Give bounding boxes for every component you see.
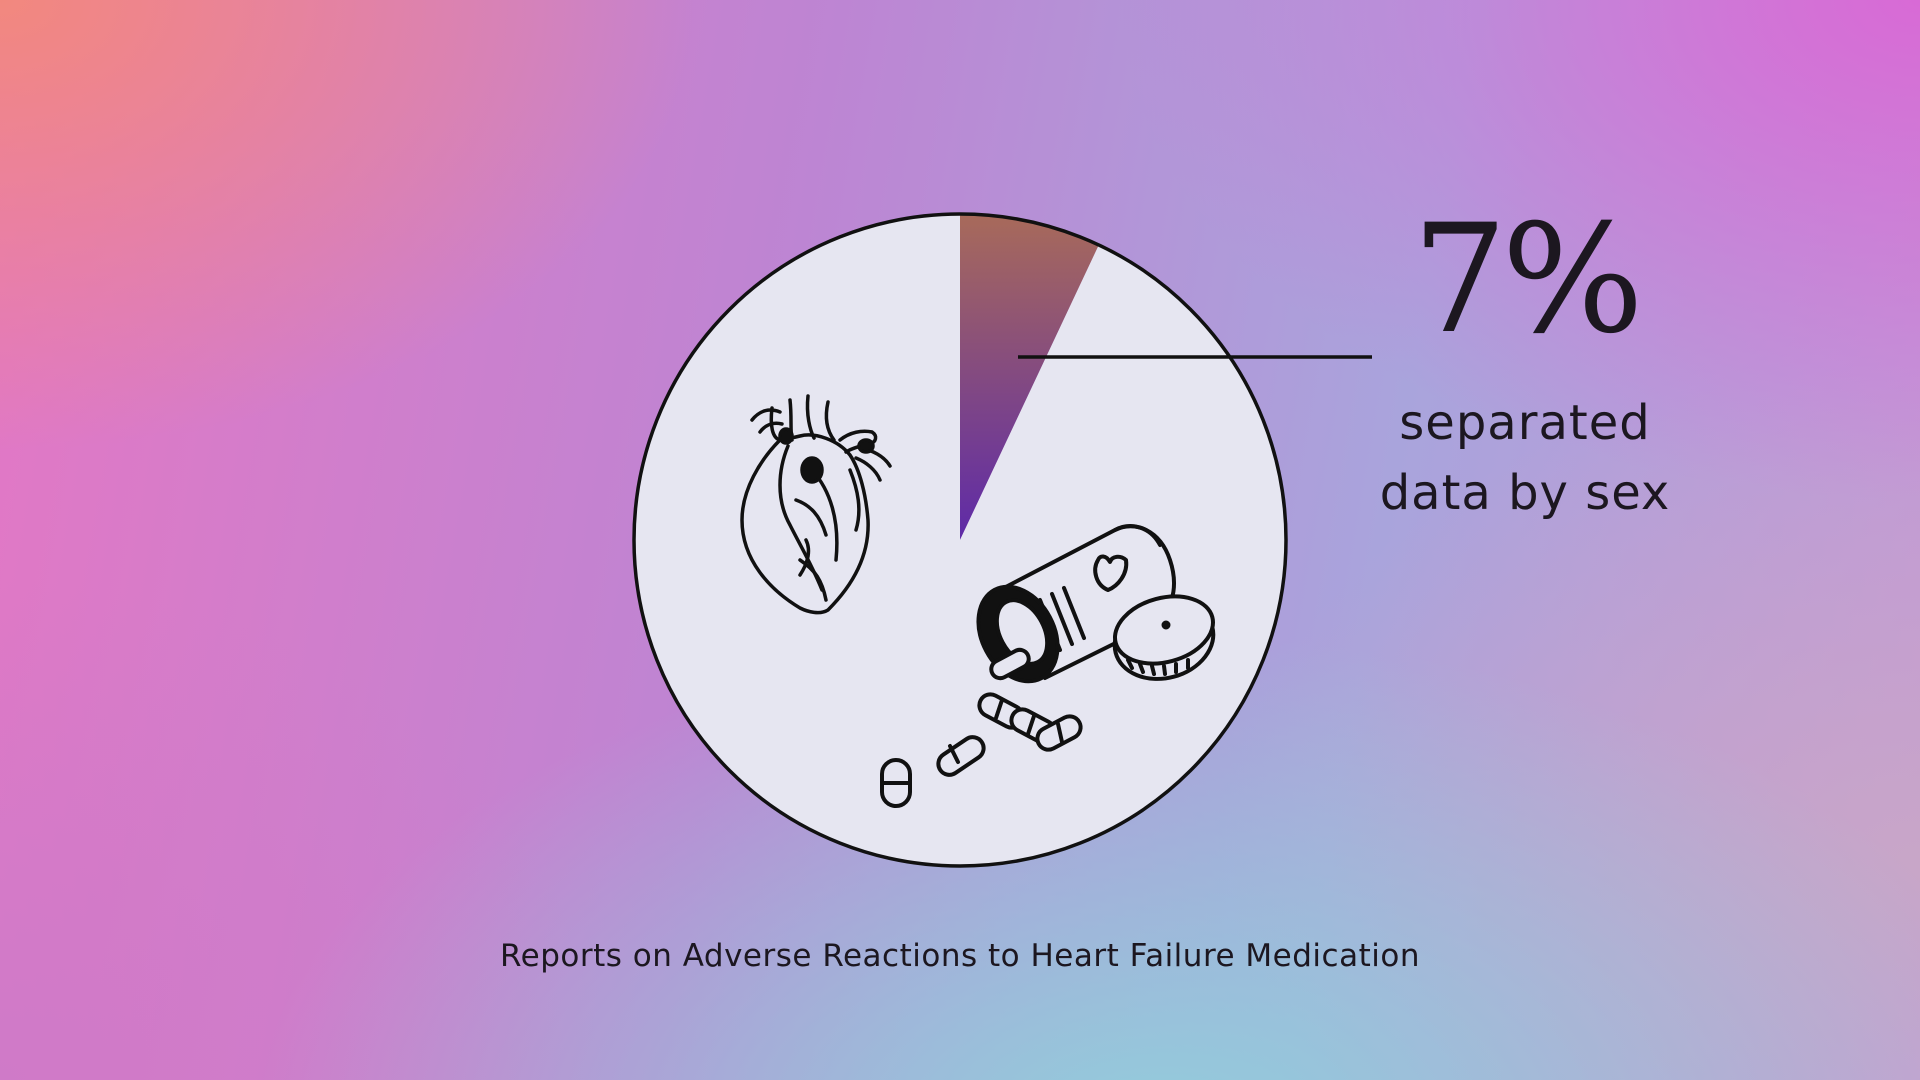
pills-icon: [880, 692, 1083, 808]
pie-slice-0: [960, 214, 1099, 540]
highlight-label-line1: separated: [1399, 395, 1651, 451]
highlight-label-line2: data by sex: [1379, 465, 1671, 521]
highlight-label: separated data by sex: [1345, 388, 1705, 528]
pie-slice-1: [633, 214, 1286, 866]
pill-bottle-icon: [976, 524, 1216, 684]
chart-caption: Reports on Adverse Reactions to Heart Fa…: [500, 938, 1420, 974]
highlight-value: 7%: [1412, 193, 1644, 367]
pie-slices: [632, 212, 1288, 868]
pie-outline: [632, 212, 1288, 868]
heart-icon: [740, 394, 892, 615]
